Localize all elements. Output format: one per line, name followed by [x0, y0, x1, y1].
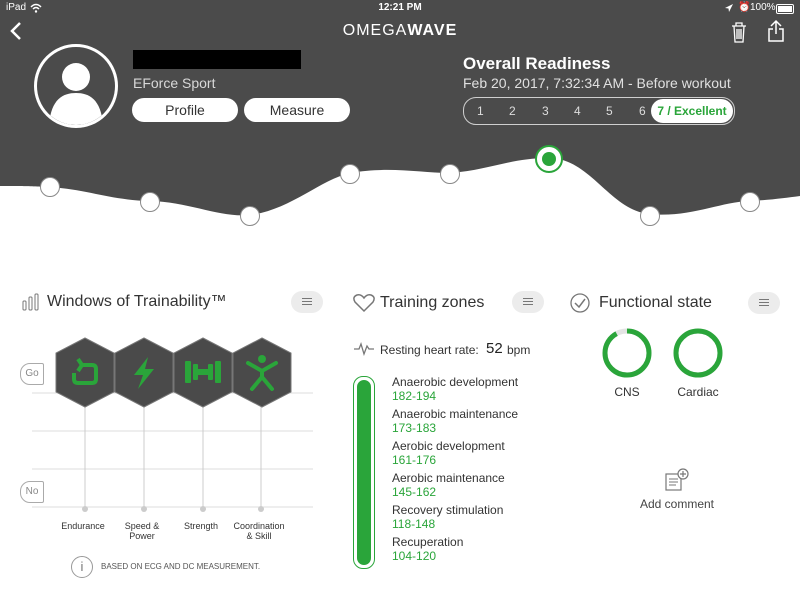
lightning-icon — [134, 357, 154, 389]
trend-point[interactable] — [440, 164, 460, 184]
user-silhouette-icon — [49, 63, 103, 125]
zone-item[interactable]: Aerobic maintenance 145-162 — [392, 471, 505, 499]
zones-list: Anaerobic development 182-194 Anaerobic … — [392, 375, 518, 567]
wifi-icon — [30, 3, 42, 13]
cardiac-label: Cardiac — [677, 385, 719, 399]
scale-value: 4 — [574, 104, 581, 118]
scale-value: 2 — [509, 104, 516, 118]
zones-title: Training zones — [380, 294, 485, 311]
battery-icon — [776, 4, 794, 14]
logo-text-a: OMEGA — [342, 22, 408, 39]
cardiac-gauge[interactable] — [672, 327, 724, 379]
category-label: Coordination & Skill — [233, 521, 285, 541]
heart-icon — [353, 294, 375, 313]
zone-item[interactable]: Recovery stimulation 118-148 — [392, 503, 504, 531]
trend-point[interactable] — [740, 192, 760, 212]
dumbbell-icon — [185, 361, 221, 383]
scale-value: 1 — [477, 104, 484, 118]
zones-menu-button[interactable] — [512, 291, 544, 313]
readiness-scale[interactable]: 1 2 3 4 5 6 7 / Excellent — [463, 97, 735, 125]
trend-point[interactable] — [640, 206, 660, 226]
share-button[interactable] — [767, 19, 785, 48]
trend-point[interactable] — [340, 164, 360, 184]
add-comment-icon[interactable] — [664, 468, 690, 492]
functional-menu-button[interactable] — [748, 292, 780, 314]
category-label: Strength — [183, 521, 219, 531]
battery-percent: 100% — [750, 2, 776, 13]
add-comment-link[interactable]: Add comment — [639, 497, 715, 511]
pulse-icon — [354, 342, 374, 356]
person-icon — [246, 355, 278, 391]
rhr-unit: bpm — [507, 343, 531, 357]
cns-label: CNS — [614, 385, 640, 399]
profile-button[interactable]: Profile — [132, 98, 238, 122]
rhr-value: 52 — [486, 340, 503, 357]
zones-bar — [353, 376, 375, 569]
share-icon — [768, 19, 784, 42]
logo-text-b: WAVE — [407, 22, 458, 39]
check-circle-icon — [570, 293, 590, 313]
sport-label: EForce Sport — [133, 75, 216, 91]
bar-chart-icon — [22, 293, 39, 311]
readiness-title: Overall Readiness — [463, 54, 611, 73]
rhr-label: Resting heart rate: — [380, 343, 479, 357]
go-marker: Go — [20, 363, 44, 385]
zone-item[interactable]: Anaerobic maintenance 173-183 — [392, 407, 519, 435]
zone-item[interactable]: Aerobic development 161-176 — [392, 439, 505, 467]
no-marker: No — [20, 481, 44, 503]
time-label: 12:21 PM — [378, 2, 422, 13]
avatar[interactable] — [34, 44, 118, 128]
scale-value: 5 — [606, 104, 613, 118]
user-name-redacted — [133, 50, 301, 69]
app-logo: OMEGAWAVE — [0, 22, 800, 40]
zone-item[interactable]: Anaerobic development 182-194 — [392, 375, 519, 403]
location-icon — [725, 4, 733, 12]
status-bar: iPad 12:21 PM ⏰ 100% — [0, 0, 800, 16]
scale-value: 6 — [639, 104, 646, 118]
cns-gauge[interactable] — [601, 327, 653, 379]
functional-title: Functional state — [599, 294, 712, 311]
info-icon[interactable]: i — [71, 556, 93, 578]
windows-menu-button[interactable] — [291, 291, 323, 313]
trend-point[interactable] — [40, 177, 60, 197]
back-button[interactable] — [8, 20, 28, 46]
trend-point[interactable] — [140, 192, 160, 212]
chevron-left-icon — [10, 22, 21, 40]
readiness-date: Feb 20, 2017, 7:32:34 AM - Before workou… — [463, 75, 731, 91]
device-label: iPad — [6, 2, 27, 13]
trash-button[interactable] — [730, 21, 748, 48]
scale-value: 3 — [542, 104, 549, 118]
trend-point[interactable] — [240, 206, 260, 226]
zone-item[interactable]: Recuperation 104-120 — [392, 535, 464, 563]
measurement-note: BASED ON ECG AND DC MEASUREMENT. — [101, 562, 261, 571]
cycle-icon — [72, 357, 98, 385]
trash-icon — [732, 22, 746, 43]
scale-selected: 7 / Excellent — [651, 99, 733, 123]
category-label: Endurance — [61, 521, 105, 531]
trend-point-selected[interactable] — [535, 145, 563, 173]
endurance-hex — [55, 337, 115, 408]
alarm-icon: ⏰ — [738, 2, 751, 13]
windows-title: Windows of Trainability™ — [47, 293, 227, 310]
measure-button[interactable]: Measure — [244, 98, 350, 122]
category-label: Speed & Power — [124, 521, 160, 541]
trainability-hexagons — [55, 337, 292, 408]
readiness-trend — [0, 158, 800, 240]
